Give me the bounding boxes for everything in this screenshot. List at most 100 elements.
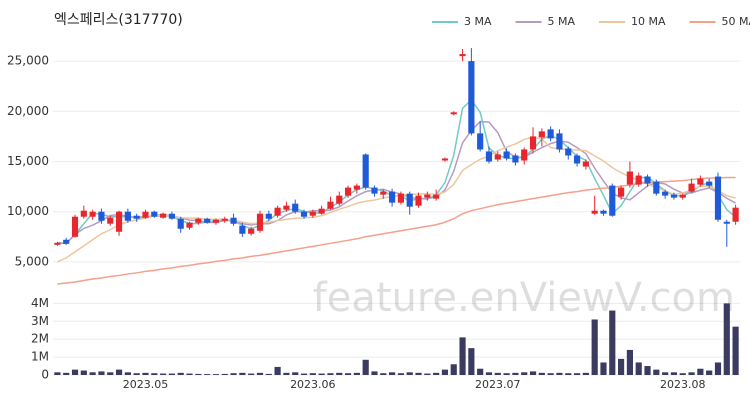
candle-body — [529, 136, 537, 150]
candle-body — [71, 216, 79, 237]
candle-body — [248, 228, 255, 234]
volume-bar — [397, 373, 404, 375]
volume-bar — [344, 373, 352, 375]
volume-bar — [151, 373, 158, 375]
candle-body — [441, 158, 449, 161]
volume-bar — [732, 326, 739, 375]
candle-body — [256, 213, 264, 231]
volume-tick-label: 3M — [31, 314, 49, 328]
volume-bar — [529, 371, 537, 375]
candle-body — [318, 208, 325, 214]
candle-body — [653, 181, 660, 194]
candle-body — [124, 211, 131, 221]
volume-bar — [538, 372, 545, 375]
candle-body — [670, 194, 678, 198]
volume-bar — [309, 373, 316, 375]
volume-bar — [71, 369, 79, 375]
volume-bar — [468, 348, 475, 375]
candle-body — [468, 61, 475, 134]
candle-body — [582, 161, 589, 167]
volume-bar — [292, 372, 299, 375]
y-tick-label: 5,000 — [15, 254, 49, 268]
candle-body — [732, 207, 739, 222]
volume-bar — [591, 319, 598, 375]
candle-body — [389, 191, 396, 203]
candle-body — [503, 151, 510, 159]
volume-bar — [98, 371, 105, 375]
candle-body — [168, 213, 175, 219]
legend-label: 5 MA — [548, 15, 576, 28]
candle-body — [54, 242, 61, 245]
volume-bar — [239, 372, 246, 375]
volume-bar — [212, 374, 220, 375]
volume-bar — [679, 373, 686, 375]
candle-body — [327, 201, 334, 209]
volume-bar — [494, 372, 501, 375]
volume-tick-label: 4M — [31, 296, 49, 310]
candle-body — [662, 191, 669, 196]
ma-line — [57, 136, 736, 263]
volume-bar — [327, 373, 334, 375]
volume-bar — [618, 358, 625, 375]
volume-bar — [556, 372, 563, 375]
volume-bar — [115, 369, 123, 375]
volume-bar — [503, 373, 510, 375]
candle-body — [362, 154, 369, 188]
volume-bar — [433, 372, 440, 375]
volume-bar — [371, 371, 378, 375]
candle-body — [477, 133, 484, 150]
volume-bar — [406, 372, 413, 375]
candle-body — [512, 155, 519, 163]
ma-line — [57, 98, 737, 245]
candle-body — [406, 193, 413, 207]
candle-body — [565, 148, 572, 156]
volume-bar — [706, 370, 713, 375]
volume-bar — [688, 372, 695, 375]
legend-label: 3 MA — [464, 15, 492, 28]
candle-body — [485, 151, 493, 162]
x-tick-label: 2023.05 — [123, 378, 169, 391]
y-tick-label: 25,000 — [7, 54, 49, 68]
volume-bar — [133, 373, 140, 375]
volume-bar — [653, 369, 660, 375]
volume-bar — [362, 359, 369, 375]
volume-tick-label: 2M — [31, 332, 49, 346]
candle-body — [353, 185, 360, 190]
ma-line — [57, 120, 736, 245]
volume-bar — [389, 372, 396, 375]
chart-title: 엑스페리스(317770) — [54, 12, 183, 28]
volume-bar — [80, 370, 87, 375]
candle-body — [600, 210, 607, 214]
volume-bar — [644, 366, 651, 375]
candle-body — [697, 178, 704, 185]
volume-bar — [336, 372, 343, 375]
legend-label: 10 MA — [631, 15, 666, 28]
volume-tick-label: 0 — [41, 368, 49, 382]
volume-bar — [600, 362, 607, 375]
volume-bar — [248, 373, 255, 375]
candle-body — [723, 221, 730, 224]
candle-body — [679, 194, 686, 198]
volume-bar — [186, 373, 193, 375]
volume-bar — [177, 372, 184, 375]
candle-body — [424, 194, 431, 198]
candle-body — [538, 131, 545, 138]
candle-body — [133, 215, 140, 219]
candle-body — [107, 217, 114, 224]
volume-bar — [168, 373, 175, 375]
volume-bar — [318, 373, 325, 375]
candle-body — [644, 176, 651, 184]
candle-body — [380, 191, 387, 195]
volume-bar — [635, 362, 642, 375]
candle-body — [344, 187, 352, 196]
volume-bar — [609, 310, 616, 375]
candle-body — [521, 149, 528, 161]
volume-bar — [142, 372, 149, 375]
volume-bar — [573, 373, 581, 375]
volume-bar — [477, 368, 484, 375]
volume-bar — [565, 373, 572, 375]
candle-body — [300, 211, 308, 217]
candle-body — [221, 218, 228, 221]
volume-bar — [450, 364, 457, 375]
candle-body — [450, 112, 457, 115]
